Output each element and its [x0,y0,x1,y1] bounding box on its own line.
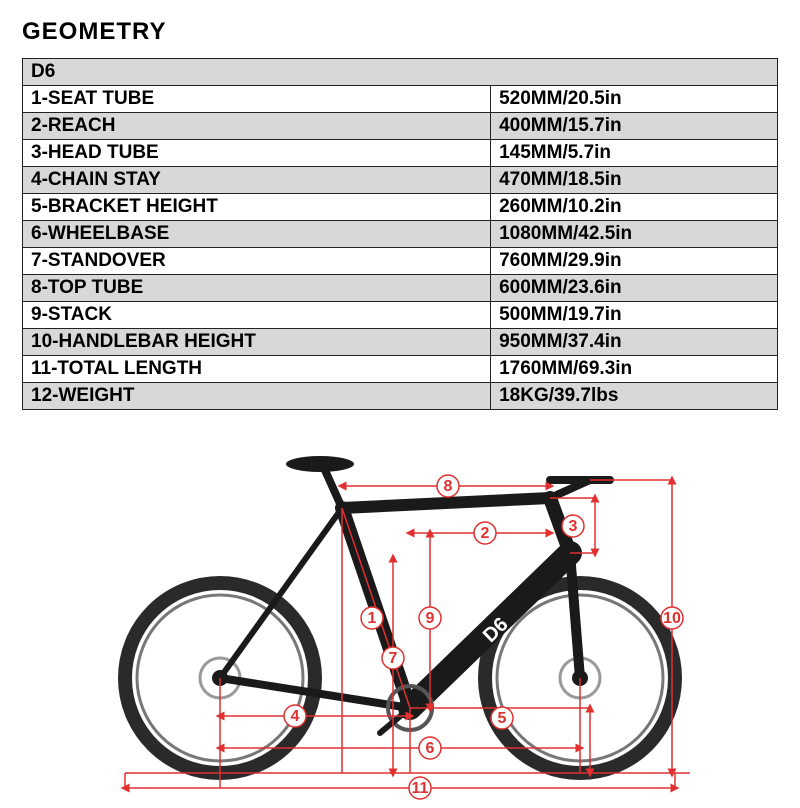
table-row: 9-STACK500MM/19.7in [23,302,778,329]
badge-number: 8 [444,478,453,495]
geometry-table: D61-SEAT TUBE520MM/20.5in2-REACH400MM/15… [22,58,778,410]
badge-number: 5 [498,710,507,727]
row-value: 520MM/20.5in [491,86,778,113]
badge-number: 10 [663,610,681,627]
row-label: 8-TOP TUBE [23,275,491,302]
table-row: 12-WEIGHT18KG/39.7lbs [23,383,778,410]
row-label: 5-BRACKET HEIGHT [23,194,491,221]
table-row: 5-BRACKET HEIGHT260MM/10.2in [23,194,778,221]
badge-number: 3 [569,518,578,535]
table-row: 11-TOTAL LENGTH1760MM/69.3in [23,356,778,383]
bike-icon: D6 [125,456,675,773]
table-row: 7-STANDOVER760MM/29.9in [23,248,778,275]
table-row: 10-HANDLEBAR HEIGHT950MM/37.4in [23,329,778,356]
row-label: 11-TOTAL LENGTH [23,356,491,383]
row-label: 6-WHEELBASE [23,221,491,248]
row-label: 12-WEIGHT [23,383,491,410]
table-header: D6 [23,59,778,86]
row-value: 1760MM/69.3in [491,356,778,383]
row-value: 145MM/5.7in [491,140,778,167]
row-value: 470MM/18.5in [491,167,778,194]
table-row: 3-HEAD TUBE145MM/5.7in [23,140,778,167]
row-label: 4-CHAIN STAY [23,167,491,194]
table-row: 8-TOP TUBE600MM/23.6in [23,275,778,302]
table-row: 4-CHAIN STAY470MM/18.5in [23,167,778,194]
row-label: 9-STACK [23,302,491,329]
row-label: 2-REACH [23,113,491,140]
badge-number: 6 [426,740,435,757]
row-value: 260MM/10.2in [491,194,778,221]
row-value: 600MM/23.6in [491,275,778,302]
badge-number: 4 [291,708,300,725]
badge-number: 7 [389,650,398,667]
row-value: 760MM/29.9in [491,248,778,275]
table-row: 2-REACH400MM/15.7in [23,113,778,140]
badge-number: 2 [481,525,490,542]
table-row: 1-SEAT TUBE520MM/20.5in [23,86,778,113]
row-value: 950MM/37.4in [491,329,778,356]
geometry-diagram: D61 2 3 4 5 6 7 8 9 10 11 [90,418,710,808]
row-value: 400MM/15.7in [491,113,778,140]
row-label: 3-HEAD TUBE [23,140,491,167]
dimension-lines [125,480,690,788]
row-label: 1-SEAT TUBE [23,86,491,113]
badge-number: 9 [426,610,435,627]
badge-number: 11 [412,780,429,797]
row-label: 10-HANDLEBAR HEIGHT [23,329,491,356]
table-row: 6-WHEELBASE1080MM/42.5in [23,221,778,248]
row-value: 18KG/39.7lbs [491,383,778,410]
row-value: 1080MM/42.5in [491,221,778,248]
row-label: 7-STANDOVER [23,248,491,275]
section-title: GEOMETRY [22,18,778,46]
badge-number: 1 [368,610,377,627]
row-value: 500MM/19.7in [491,302,778,329]
